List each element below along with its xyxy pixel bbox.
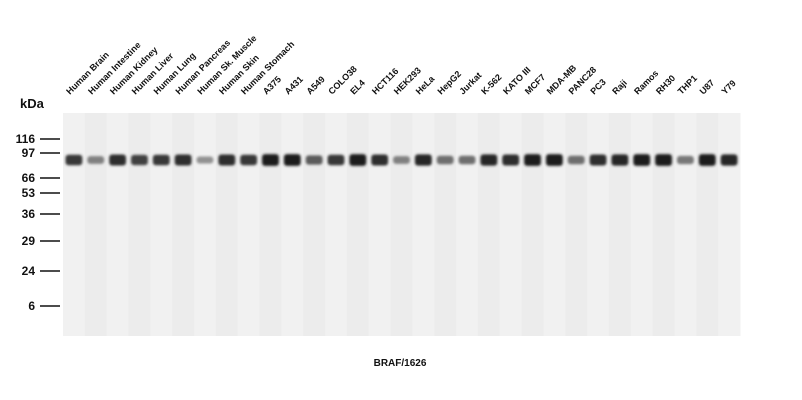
marker-label: 66 (22, 171, 36, 185)
protein-band (174, 154, 192, 166)
lane (696, 113, 719, 336)
lane (674, 113, 697, 336)
lane (325, 113, 348, 336)
lane (543, 113, 566, 336)
lane (194, 113, 217, 336)
protein-band (152, 154, 170, 166)
marker-label: 53 (22, 186, 36, 200)
lane (106, 113, 130, 336)
lane (215, 113, 239, 336)
lane (237, 113, 261, 336)
protein-band (480, 154, 498, 166)
lane (565, 113, 588, 336)
lane (652, 113, 675, 336)
protein-band (502, 154, 520, 166)
protein-band (393, 156, 410, 164)
protein-band (676, 155, 694, 165)
protein-band (371, 154, 389, 166)
protein-band (524, 154, 541, 166)
protein-band (414, 154, 432, 166)
protein-band (436, 155, 454, 165)
lane (128, 113, 151, 336)
lane (346, 113, 370, 336)
lane (477, 113, 501, 336)
protein-band (633, 154, 651, 166)
protein-band (349, 154, 367, 166)
protein-band (218, 154, 236, 166)
protein-band (655, 154, 672, 166)
protein-band (262, 154, 279, 166)
protein-band (611, 154, 629, 166)
lane (303, 113, 326, 336)
protein-band (567, 155, 585, 165)
lane (368, 113, 392, 336)
protein-band (458, 155, 476, 165)
protein-band (545, 154, 563, 166)
lane (608, 113, 632, 336)
protein-band (87, 156, 105, 164)
protein-band (109, 154, 127, 166)
protein-band (698, 154, 716, 166)
protein-band (240, 154, 258, 166)
marker-label: 6 (28, 299, 35, 313)
lane (434, 113, 457, 336)
protein-band (196, 156, 214, 164)
protein-band (283, 154, 301, 166)
blot-membrane (63, 113, 741, 336)
lane (587, 113, 610, 336)
lane (630, 113, 654, 336)
protein-band (131, 154, 148, 166)
lane (412, 113, 435, 336)
lane (63, 113, 86, 336)
lane (456, 113, 479, 336)
protein-band (65, 154, 83, 166)
lane (499, 113, 523, 336)
marker-label: 97 (22, 146, 36, 160)
protein-band (327, 154, 345, 166)
lane (172, 113, 195, 336)
caption: BRAF/1626 (374, 358, 427, 369)
marker-label: 116 (16, 132, 36, 146)
unit-label: kDa (20, 96, 45, 111)
lane (718, 113, 741, 336)
marker-label: 29 (22, 234, 36, 248)
marker-label: 24 (22, 264, 36, 278)
lane (521, 113, 544, 336)
protein-band (589, 154, 607, 166)
protein-band (720, 154, 738, 166)
lane (84, 113, 108, 336)
marker-label: 36 (22, 207, 36, 221)
lane (281, 113, 304, 336)
lane (150, 113, 173, 336)
protein-band (305, 155, 323, 165)
lane (390, 113, 413, 336)
lane (259, 113, 282, 336)
